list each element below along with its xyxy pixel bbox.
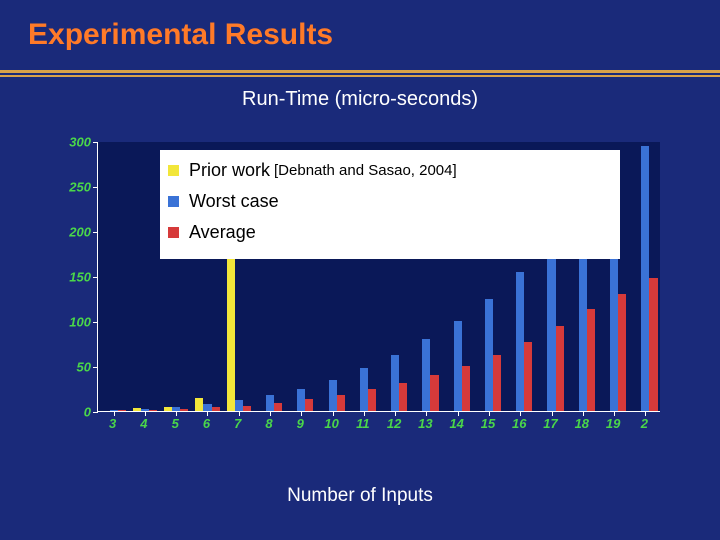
x-tick-label: 15 bbox=[481, 416, 495, 431]
bar-worst bbox=[422, 339, 430, 411]
legend-item-average: Average bbox=[168, 222, 612, 243]
legend-label: Worst case bbox=[189, 191, 279, 212]
bar-prior bbox=[195, 398, 203, 412]
legend-swatch-icon bbox=[168, 227, 179, 238]
x-tick-label: 3 bbox=[109, 416, 116, 431]
y-tick-label: 50 bbox=[77, 360, 91, 375]
bar-average bbox=[274, 403, 282, 411]
x-tick-label: 10 bbox=[324, 416, 338, 431]
bar-worst bbox=[266, 395, 274, 411]
bar-worst bbox=[547, 240, 555, 411]
x-tick-label: 14 bbox=[449, 416, 463, 431]
bar-worst bbox=[329, 380, 337, 412]
x-tick-label: 17 bbox=[543, 416, 557, 431]
legend-label: Average bbox=[189, 222, 256, 243]
bar-average bbox=[587, 309, 595, 411]
y-axis: 050100150200250300 bbox=[55, 142, 95, 412]
bar-average bbox=[493, 355, 501, 411]
bar-average bbox=[524, 342, 532, 411]
legend-item-prior: Prior work[Debnath and Sasao, 2004] bbox=[168, 160, 612, 181]
x-tick-label: 13 bbox=[418, 416, 432, 431]
bar-worst bbox=[360, 368, 368, 411]
legend-swatch-icon bbox=[168, 165, 179, 176]
bar-average bbox=[556, 326, 564, 412]
x-axis-label: Number of Inputs bbox=[0, 485, 720, 507]
x-tick-label: 19 bbox=[606, 416, 620, 431]
bar-worst bbox=[485, 299, 493, 412]
bar-average bbox=[430, 375, 438, 411]
page-title: Experimental Results bbox=[28, 18, 692, 58]
bar-worst bbox=[110, 410, 118, 411]
bar-average bbox=[462, 366, 470, 411]
plot-area: Prior work[Debnath and Sasao, 2004] Wors… bbox=[97, 142, 660, 412]
bar-worst bbox=[235, 400, 243, 411]
x-tick-label: 18 bbox=[575, 416, 589, 431]
x-axis: 3 4 5 6 7 8 9 10 11 12 13 14 15 16 17 18 19 2 bbox=[97, 414, 660, 438]
legend-item-worst: Worst case bbox=[168, 191, 612, 212]
x-tick-label: 5 bbox=[172, 416, 179, 431]
y-tick-label: 0 bbox=[84, 405, 91, 420]
bar-prior bbox=[133, 408, 141, 411]
runtime-chart: 050100150200250300 Prior work[Debnath an… bbox=[55, 142, 665, 442]
bar-average bbox=[118, 410, 126, 411]
legend: Prior work[Debnath and Sasao, 2004] Wors… bbox=[160, 150, 620, 259]
bar-worst bbox=[391, 355, 399, 411]
x-tick-label: 12 bbox=[387, 416, 401, 431]
legend-swatch-icon bbox=[168, 196, 179, 207]
bar-average bbox=[368, 389, 376, 411]
bar-average bbox=[212, 407, 220, 411]
bar-average bbox=[399, 383, 407, 411]
x-tick-label: 9 bbox=[297, 416, 304, 431]
bar-worst bbox=[641, 146, 649, 412]
y-tick-label: 100 bbox=[69, 315, 91, 330]
bar-average bbox=[243, 406, 251, 411]
bar-worst bbox=[172, 407, 180, 411]
x-tick-label: 16 bbox=[512, 416, 526, 431]
bar-worst bbox=[454, 321, 462, 411]
bar-average bbox=[649, 278, 657, 411]
slide: Experimental Results Run-Time (micro-sec… bbox=[0, 0, 720, 540]
x-tick-label: 8 bbox=[265, 416, 272, 431]
legend-label: Prior work bbox=[189, 160, 270, 181]
bar-average bbox=[305, 399, 313, 411]
bar-worst bbox=[297, 389, 305, 412]
x-tick-label: 7 bbox=[234, 416, 241, 431]
y-tick-label: 300 bbox=[69, 135, 91, 150]
bar-average bbox=[180, 409, 188, 411]
bar-prior bbox=[164, 407, 172, 412]
y-tick-label: 200 bbox=[69, 225, 91, 240]
chart-title: Run-Time (micro-seconds) bbox=[28, 88, 692, 111]
y-tick-label: 250 bbox=[69, 180, 91, 195]
legend-citation: [Debnath and Sasao, 2004] bbox=[274, 162, 457, 179]
bar-average bbox=[149, 410, 157, 411]
bar-worst bbox=[141, 409, 149, 411]
x-tick-label: 4 bbox=[140, 416, 147, 431]
y-tick-label: 150 bbox=[69, 270, 91, 285]
x-tick-label: 11 bbox=[356, 416, 370, 431]
bar-average bbox=[618, 294, 626, 411]
bar-worst bbox=[516, 272, 524, 412]
bar-average bbox=[337, 395, 345, 411]
title-underline bbox=[0, 70, 720, 76]
x-tick-label: 2 bbox=[641, 416, 648, 431]
bar-worst bbox=[203, 404, 211, 411]
x-tick-label: 6 bbox=[203, 416, 210, 431]
